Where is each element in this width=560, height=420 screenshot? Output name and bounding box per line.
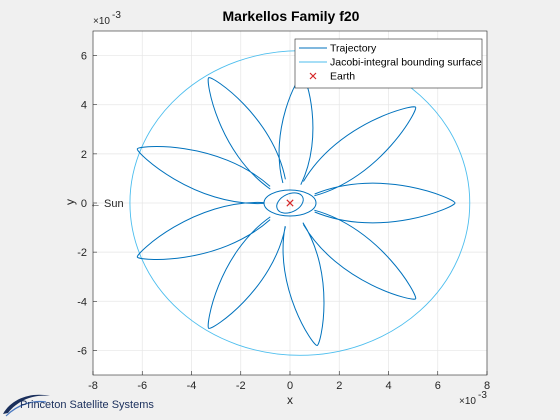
y-exponent-base: ×10 [93,16,110,27]
x-exponent-base: ×10 [459,396,476,407]
x-tick-label-1: -6 [137,380,147,392]
legend: Trajectory Jacobi-integral bounding surf… [294,38,483,89]
y-tick-label-5: 4 [81,100,87,112]
axes: -8 -6 -4 -2 0 2 4 6 8 -6 -4 -2 0 2 4 6 [77,30,490,392]
earth-marker-0 [286,199,294,207]
x-axis-label: x [287,393,293,407]
y-tick-label-6: 6 [81,51,87,63]
x-tick-label-2: -4 [187,380,197,392]
legend-label-earth: Earth [330,71,355,83]
swoosh-icon-accent [5,400,47,417]
legend-label-trajectory: Trajectory [330,43,377,55]
x-tick-label-7: 6 [435,380,441,392]
x-tick-label-0: -8 [88,380,98,392]
x-tick-label-6: 4 [385,380,391,392]
y-exponent-power: -3 [112,10,121,21]
x-exponent-power: -3 [478,390,487,401]
legend-earth-x-icon [309,72,317,80]
y-tick-label-0: -6 [77,345,87,357]
brand-logo [3,394,50,417]
series-layer [129,50,471,356]
legend-label-bounding-surface: Jacobi-integral bounding surface [330,57,482,69]
legend-swatch-earth [309,72,317,80]
x-tick-label-4: 0 [287,380,293,392]
x-tick-label-8: 8 [484,380,490,392]
legend-box [294,38,483,89]
y-axis-label: y [63,199,77,205]
x-tick-label-3: -2 [236,380,246,392]
trajectory-inner-loop-1 [263,189,317,217]
x-exponent: ×10 -3 [459,390,487,407]
y-tick-label-3: 0 [81,198,87,210]
swoosh-icon [3,394,50,414]
chart-title: Markellos Family f20 [223,8,360,24]
y-tick-label-2: -2 [77,247,87,259]
y-tick-label-1: -4 [77,296,87,308]
trajectory-inner-loop-2 [276,192,304,214]
y-tick-label-4: 2 [81,149,87,161]
sun-annotation: ← Sun [90,198,124,210]
ticks: -8 -6 -4 -2 0 2 4 6 8 -6 -4 -2 0 2 4 6 [77,51,490,392]
brand-name: Princeton Satellite Systems [20,399,154,411]
y-exponent: ×10 -3 [93,10,121,27]
x-tick-label-5: 2 [336,380,342,392]
